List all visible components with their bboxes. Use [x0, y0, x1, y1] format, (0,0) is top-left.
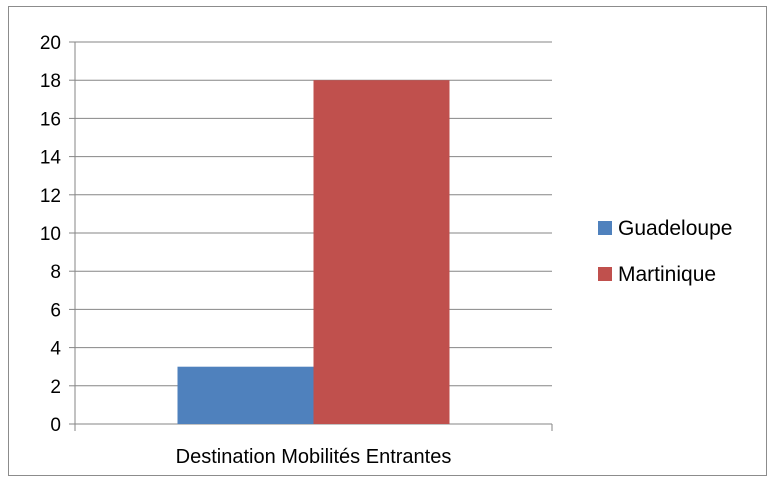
bar-guadeloupe — [177, 366, 314, 424]
bar-martinique — [313, 80, 450, 424]
legend-label-martinique: Martinique — [618, 263, 716, 286]
legend-label-guadeloupe: Guadeloupe — [618, 217, 732, 240]
legend: Guadeloupe Martinique — [598, 217, 732, 286]
y-tick-label-10: 10 — [40, 224, 61, 245]
y-tick-label-14: 14 — [40, 148, 62, 169]
legend-swatch-martinique — [598, 267, 612, 281]
legend-swatch-guadeloupe — [598, 221, 612, 235]
y-tick-label-0: 0 — [50, 415, 61, 436]
y-tick-label-4: 4 — [50, 339, 61, 360]
y-tick-label-12: 12 — [40, 186, 61, 207]
x-category-label: Destination Mobilités Entrantes — [176, 446, 452, 468]
y-tick-label-8: 8 — [50, 262, 61, 283]
y-tick-label-18: 18 — [40, 71, 61, 92]
y-tick-labels: 0 2 4 6 8 10 12 14 16 18 20 — [40, 33, 62, 436]
y-tick-label-2: 2 — [50, 377, 61, 398]
y-tick-label-20: 20 — [40, 33, 61, 54]
y-tick-label-6: 6 — [50, 300, 61, 321]
x-category-labels: Destination Mobilités Entrantes — [176, 446, 452, 468]
bars — [177, 80, 450, 424]
y-tick-label-16: 16 — [40, 109, 61, 130]
